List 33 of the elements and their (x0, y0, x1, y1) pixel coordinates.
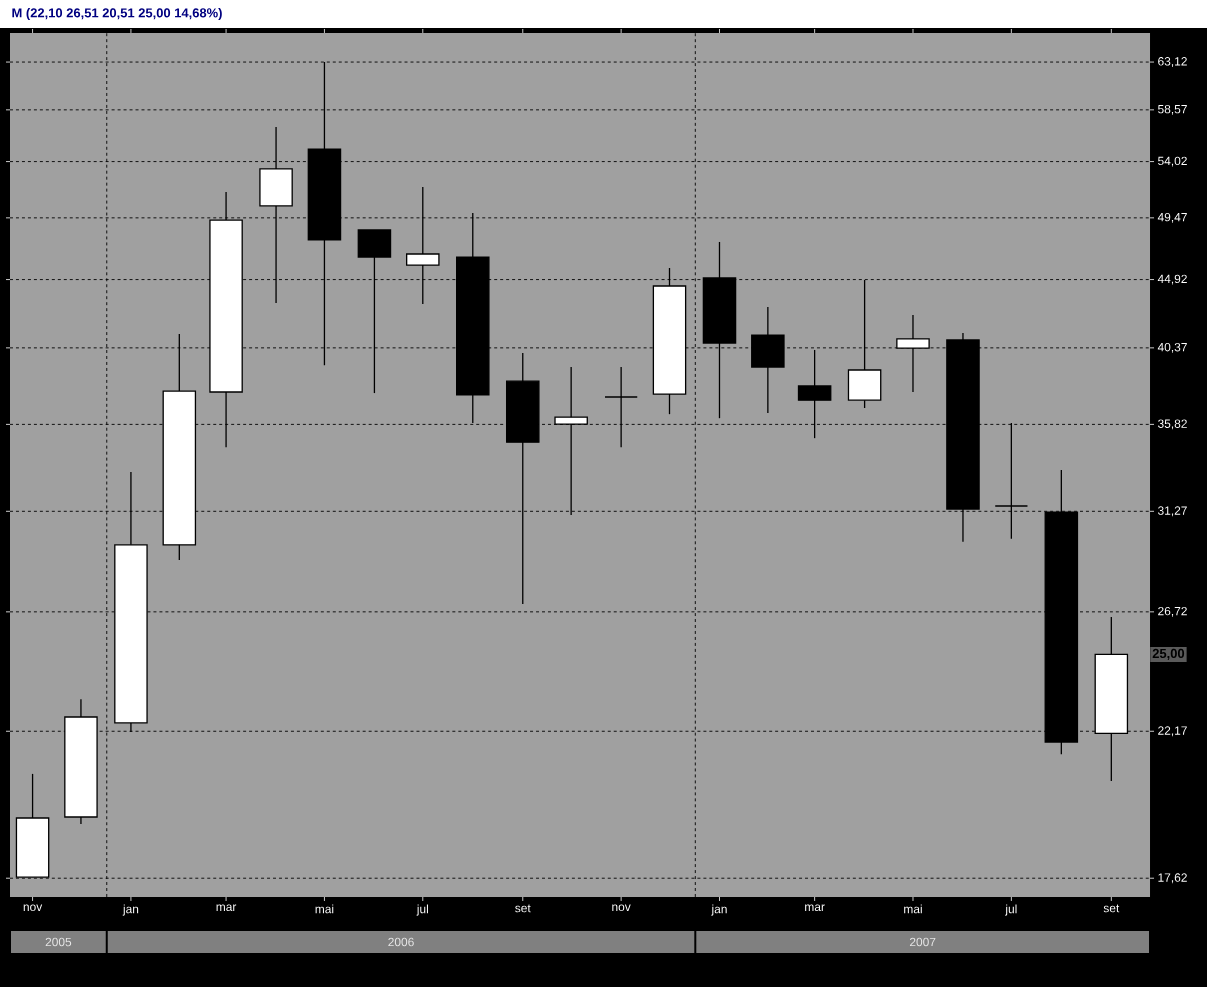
y-tick-label: 44,92 (1157, 274, 1187, 285)
y-tick-label: 35,82 (1157, 419, 1187, 430)
candlestick (896, 314, 930, 393)
candlestick (604, 366, 638, 448)
x-tick-label: jul (1005, 904, 1017, 916)
y-tick-label: 26,72 (1158, 606, 1187, 617)
y-tick-label: 49,47 (1157, 212, 1187, 223)
x-tick-label: mar (805, 904, 825, 912)
candlestick (406, 186, 440, 305)
chart-title: M (22,10 26,51 20,51 25,00 14,68%) (12, 7, 222, 21)
text: 2007 (909, 937, 936, 947)
x-tick-label: set (1103, 904, 1120, 913)
candlestick (554, 366, 588, 516)
x-tick-label: nov (23, 904, 43, 912)
x-tick-label: set (515, 904, 531, 913)
y-tick-label: 17,62 (1158, 873, 1187, 884)
text: 2005 (45, 937, 72, 947)
y-tick-label: 54,02 (1158, 156, 1187, 167)
x-tick-label: jan (122, 904, 139, 916)
x-tick-label: mai (904, 904, 922, 914)
candlestick (994, 422, 1029, 540)
y-tick-label: 40,37 (1157, 342, 1187, 353)
x-tick-label: nov (612, 904, 631, 912)
x-tick-label: jan (711, 904, 727, 916)
y-tick-label: 31,27 (1157, 506, 1187, 517)
x-tick-label: mai (315, 904, 334, 914)
text: 2006 (388, 937, 414, 947)
y-tick-label: 22,17 (1158, 726, 1187, 737)
y-tick-label: 58,57 (1158, 104, 1187, 115)
x-tick-label: jul (416, 904, 428, 916)
annotation: 25,00 (1152, 648, 1185, 660)
y-tick-label: 63,12 (1158, 57, 1187, 67)
x-tick-label: mar (216, 904, 237, 912)
